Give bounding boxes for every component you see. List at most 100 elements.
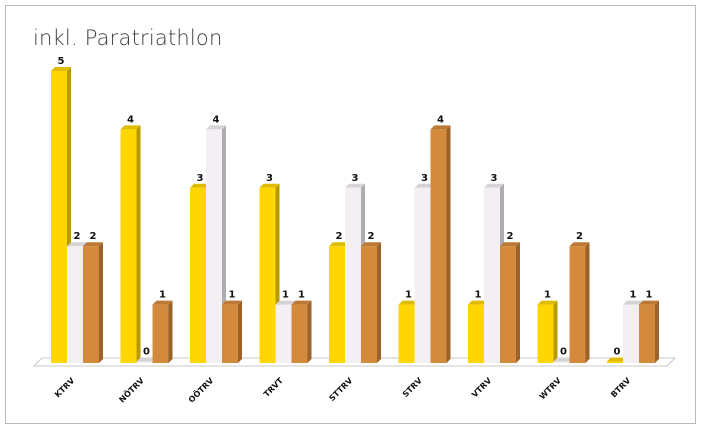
category-label: TRVT (262, 376, 285, 399)
bar (484, 187, 500, 363)
bar (329, 246, 345, 363)
bar (259, 187, 276, 363)
value-label: 3 (491, 173, 498, 184)
bar-top (259, 183, 280, 188)
value-label: 1 (475, 290, 482, 301)
bar-top (361, 242, 381, 247)
bar-side (516, 242, 520, 363)
value-label: 1 (229, 290, 236, 301)
bar-top (553, 357, 574, 362)
category-label: WTRV (538, 375, 564, 401)
bar-top (51, 67, 71, 71)
category-label: OÖTRV (186, 375, 216, 405)
bar (136, 361, 153, 363)
bar (206, 129, 222, 363)
category-label: STRV (401, 375, 425, 399)
bar (414, 187, 431, 363)
value-label: 1 (298, 290, 305, 301)
bar (569, 246, 586, 363)
value-label: 5 (58, 56, 65, 67)
category-labels: KTRV NÖTRV OÖTRV TRVT STTRV STRV VTRV WTRV BTRV (53, 375, 633, 405)
bar (623, 304, 639, 363)
bar (398, 304, 415, 363)
category-label: VTRV (470, 375, 494, 399)
value-label: 1 (630, 290, 637, 301)
bar-top (414, 183, 435, 188)
bar-top (275, 300, 296, 305)
value-label: 3 (266, 173, 273, 184)
bar-side (99, 242, 103, 363)
bar (553, 361, 570, 363)
bar (222, 304, 238, 363)
category-label: STTRV (327, 375, 355, 403)
bar-side (168, 300, 173, 363)
bar-top (607, 357, 627, 362)
bar (275, 304, 292, 363)
bar (537, 304, 554, 363)
value-label: 2 (576, 231, 583, 242)
value-label: 3 (421, 173, 428, 184)
value-label: 2 (507, 231, 514, 242)
bar (607, 361, 623, 363)
bars (51, 67, 659, 364)
bar-side (655, 300, 659, 363)
bar-top (329, 242, 349, 247)
value-label: 1 (646, 290, 653, 301)
chart-title: inkl. Paratriathlon (33, 26, 223, 50)
value-label: 1 (405, 290, 412, 301)
bar (345, 187, 361, 363)
bar (152, 304, 169, 363)
bar (291, 304, 308, 363)
bar-top (639, 300, 659, 305)
bar (120, 129, 137, 363)
value-label: 0 (560, 347, 567, 358)
value-label: 4 (437, 114, 444, 125)
category-label: KTRV (53, 375, 77, 399)
value-label: 1 (282, 290, 289, 301)
bar (500, 246, 516, 363)
value-label: 2 (74, 231, 81, 242)
bar-top (83, 242, 103, 247)
bar (430, 129, 447, 363)
value-label: 2 (368, 231, 375, 242)
value-label: 1 (159, 290, 166, 301)
bar-side (136, 125, 141, 364)
bar-top (484, 183, 504, 188)
value-label: 3 (352, 173, 359, 184)
bar-side (585, 242, 590, 363)
bar-top (623, 300, 643, 305)
bar-top (537, 300, 558, 305)
bar-top (152, 300, 173, 305)
bar-top (136, 357, 157, 362)
bar-side (377, 242, 381, 363)
bar (190, 187, 206, 363)
bar-top (120, 125, 141, 130)
bar (639, 304, 655, 363)
bar-top (500, 242, 520, 247)
bar-top (291, 300, 312, 305)
value-label: 0 (614, 347, 621, 358)
value-label: 2 (90, 231, 97, 242)
bar-side (307, 300, 312, 363)
value-label: 0 (143, 347, 150, 358)
bar-side (238, 300, 242, 363)
category-label: BTRV (609, 375, 633, 399)
bar-top (222, 300, 242, 305)
bar (83, 246, 99, 363)
bar (361, 246, 377, 363)
bar-top (206, 125, 226, 130)
bar-top (190, 183, 210, 188)
bar-top (569, 242, 590, 247)
value-label: 4 (213, 114, 220, 125)
bar (468, 304, 484, 363)
value-label: 4 (127, 114, 134, 125)
bar (67, 246, 83, 363)
bar-top (345, 183, 365, 188)
bar-top (468, 300, 488, 305)
bar-top (398, 300, 419, 305)
bar-top (67, 242, 87, 247)
value-label: 1 (544, 290, 551, 301)
value-label: 3 (197, 173, 204, 184)
